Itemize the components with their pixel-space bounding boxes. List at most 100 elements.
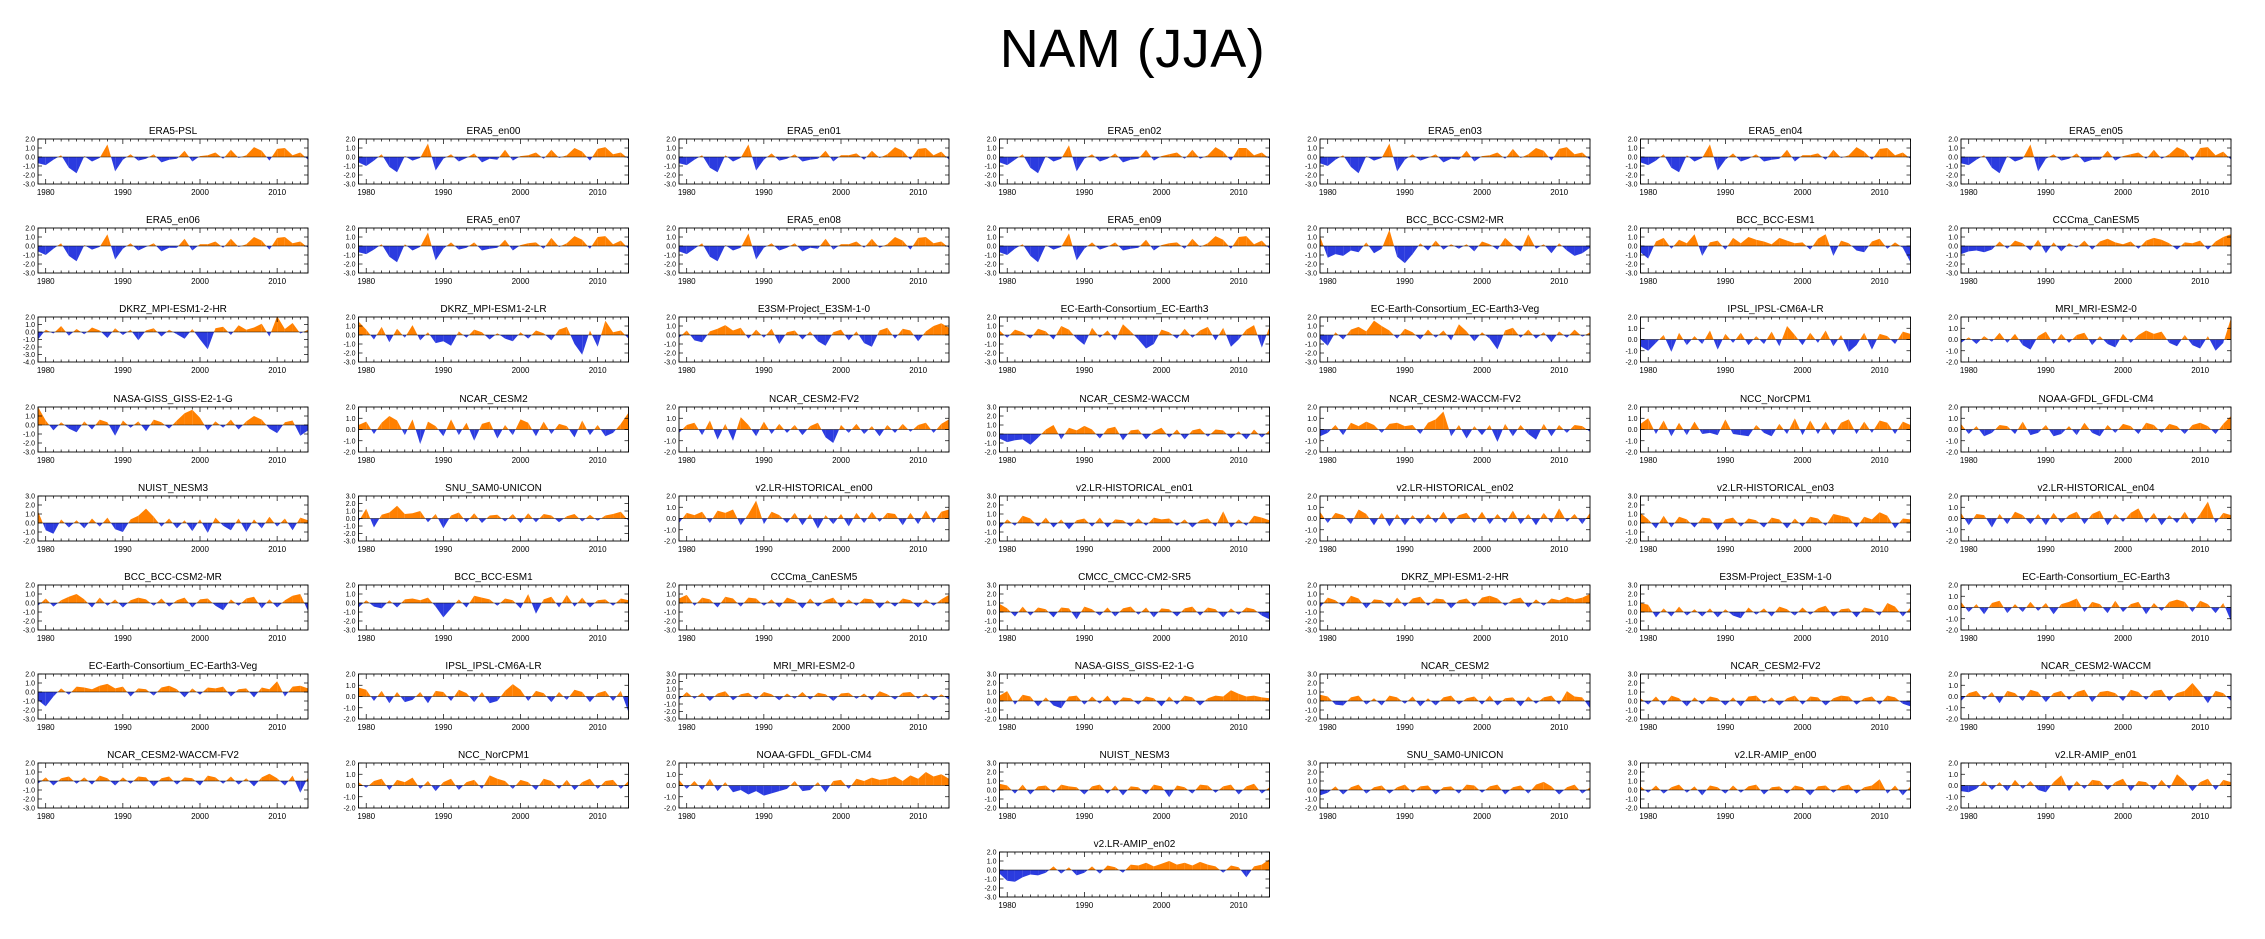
positive-anomaly-area [1461, 150, 1467, 157]
negative-anomaly-area [1548, 157, 1552, 161]
negative-anomaly-area [1261, 335, 1267, 348]
y-tick-label: 2.0 [1307, 137, 1317, 144]
plot-frame [37, 316, 309, 363]
negative-anomaly-area [2134, 429, 2139, 434]
negative-anomaly-area [474, 429, 480, 441]
negative-anomaly-area [443, 246, 447, 249]
panel-title: NOAA-GFDL_GFDL-CM4 [2038, 394, 2153, 405]
positive-anomaly-area [933, 323, 942, 335]
y-tick-label: 2.0 [1948, 405, 1958, 412]
x-tick-label: 2000 [1794, 277, 1812, 286]
y-tick-label: 1.0 [987, 423, 997, 430]
positive-anomaly-area [923, 331, 926, 335]
positive-anomaly-area [918, 148, 926, 157]
positive-anomaly-area [153, 243, 157, 246]
x-tick-label: 1990 [114, 366, 132, 375]
positive-anomaly-area [499, 239, 506, 246]
negative-anomaly-area [1505, 157, 1507, 159]
negative-anomaly-area [1471, 157, 1475, 162]
positive-anomaly-area [84, 421, 88, 425]
negative-anomaly-area [1817, 429, 1821, 434]
positive-anomaly-area [856, 331, 859, 335]
negative-anomaly-area [2166, 339, 2170, 343]
negative-anomaly-area [1991, 246, 1996, 250]
y-tick-label: -1.0 [1305, 438, 1317, 445]
positive-anomaly-area [1663, 237, 1670, 246]
negative-anomaly-area [933, 518, 937, 523]
negative-anomaly-area [907, 246, 911, 250]
positive-anomaly-area [358, 321, 367, 335]
positive-anomaly-area [1435, 240, 1441, 246]
negative-anomaly-area [1871, 339, 1877, 350]
positive-anomaly-area [520, 419, 529, 430]
x-tick-label: 1990 [2037, 456, 2055, 465]
positive-anomaly-area [153, 328, 158, 332]
positive-anomaly-area [895, 514, 899, 519]
positive-anomaly-area [1215, 429, 1224, 434]
y-tick-label: 1.0 [1948, 235, 1958, 242]
negative-anomaly-area [1833, 429, 1837, 436]
y-tick-label: 0.0 [1307, 155, 1317, 162]
y-tick-label: 0.0 [25, 521, 35, 528]
negative-anomaly-area [427, 518, 432, 523]
negative-anomaly-area [2177, 246, 2181, 250]
positive-anomaly-area [543, 514, 552, 519]
negative-anomaly-area [1420, 429, 1424, 434]
positive-anomaly-area [251, 519, 254, 523]
x-tick-label: 1990 [1075, 188, 1093, 197]
positive-anomaly-area [2141, 240, 2147, 246]
x-tick-label: 2010 [1230, 545, 1248, 554]
negative-anomaly-area [266, 425, 270, 429]
negative-anomaly-area [2089, 246, 2093, 250]
chart-panel: v2.LR-HISTORICAL_en002.01.00.0-1.0-2.019… [664, 483, 950, 554]
chart-panel: DKRZ_MPI-ESM1-2-HR2.01.00.0-1.0-2.0-3.0-… [23, 304, 309, 375]
positive-anomaly-area [1676, 332, 1680, 340]
x-tick-label: 2010 [268, 277, 286, 286]
negative-anomaly-area [1190, 335, 1193, 338]
positive-anomaly-area [100, 234, 108, 246]
positive-anomaly-area [1817, 234, 1826, 246]
negative-anomaly-area [1833, 339, 1838, 347]
positive-anomaly-area [2177, 426, 2181, 430]
negative-anomaly-area [1146, 523, 1149, 526]
positive-anomaly-area [1523, 329, 1529, 335]
positive-anomaly-area [1176, 242, 1182, 246]
positive-anomaly-area [1374, 320, 1382, 335]
positive-anomaly-area [1466, 331, 1470, 335]
panel-title: ERA5_en04 [1749, 126, 1803, 137]
y-tick-label: 3.0 [987, 494, 997, 501]
positive-anomaly-area [856, 512, 861, 519]
negative-anomaly-area [1458, 246, 1464, 249]
x-tick-label: 2010 [1871, 277, 1889, 286]
negative-anomaly-area [625, 246, 629, 249]
negative-anomaly-area [1551, 335, 1557, 343]
positive-anomaly-area [913, 425, 919, 430]
y-tick-label: -2.0 [984, 262, 996, 269]
negative-anomaly-area [1825, 157, 1828, 160]
y-tick-label: 1.0 [1307, 324, 1317, 331]
negative-anomaly-area [1038, 523, 1042, 527]
positive-anomaly-area [427, 232, 432, 246]
positive-anomaly-area [1984, 155, 1986, 157]
negative-anomaly-area [266, 332, 270, 337]
negative-anomaly-area [451, 335, 457, 346]
positive-anomaly-area [456, 331, 459, 335]
negative-anomaly-area [554, 518, 560, 523]
positive-anomaly-area [902, 240, 908, 246]
positive-anomaly-area [212, 421, 216, 425]
negative-anomaly-area [1435, 335, 1439, 338]
negative-anomaly-area [1562, 246, 1567, 251]
negative-anomaly-area [594, 518, 598, 521]
positive-anomaly-area [2080, 422, 2085, 430]
positive-anomaly-area [99, 419, 108, 425]
y-tick-label: -1.0 [664, 164, 676, 171]
negative-anomaly-area [2061, 429, 2066, 434]
panel-title: NCAR_CESM2-FV2 [769, 394, 859, 405]
x-tick-label: 2000 [2114, 188, 2132, 197]
positive-anomaly-area [1794, 418, 1800, 430]
negative-anomaly-area [2138, 429, 2142, 434]
positive-anomaly-area [912, 148, 919, 157]
y-tick-label: -1.0 [664, 342, 676, 349]
positive-anomaly-area [1890, 242, 1896, 246]
